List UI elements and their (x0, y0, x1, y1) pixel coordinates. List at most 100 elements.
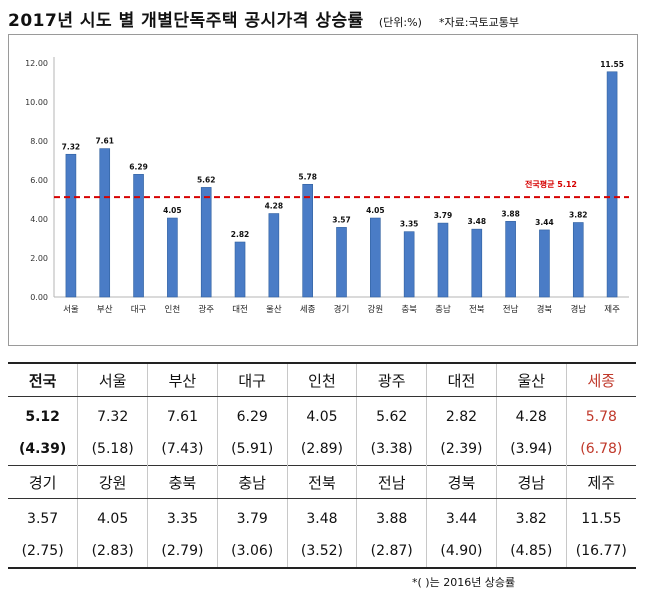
table-cell: (4.90) (426, 535, 497, 569)
x-tick-label: 광주 (198, 304, 214, 315)
table-cell: 서울 (77, 362, 148, 397)
bar-value-label: 3.88 (501, 209, 520, 218)
table-cell: (3.94) (495, 433, 567, 466)
bar-value-label: 4.28 (265, 202, 284, 211)
bar (606, 71, 618, 298)
bar (200, 187, 212, 298)
bar-value-label: 4.05 (163, 206, 182, 215)
table-cell: 세종 (565, 362, 636, 397)
unit-label: (단위:%) (378, 16, 422, 29)
table-cell: 5.12 (25, 409, 60, 425)
table-cell: 전국 (8, 362, 78, 397)
table-cell: 7.61 (147, 396, 218, 433)
table-cell: (16.77) (565, 535, 636, 569)
table-cell: 부산 (147, 362, 218, 397)
table-cell: 대구 (216, 362, 288, 397)
table-cell: 광주 (356, 362, 427, 397)
chart-panel: 0.00 2.00 4.00 6.00 8.00 10.00 12.00 7.32 서울 7.61… (8, 34, 638, 346)
bar-value-label: 7.61 (95, 137, 114, 146)
table-cell: 3.79 (216, 498, 288, 535)
x-tick-label: 대구 (131, 305, 147, 315)
table-cell: 4.05 (286, 396, 357, 433)
bar (302, 183, 313, 298)
table-cell: 울산 (495, 362, 567, 397)
x-tick-label: 제주 (604, 305, 620, 315)
bar-value-label: 3.48 (468, 217, 487, 226)
table-cell: 11.55 (565, 498, 636, 535)
x-tick-label: 서울 (63, 305, 79, 315)
table-row: (4.39) (5.18) (7.43) (5.91) (2.89) (3.38) (2.3… (8, 433, 636, 466)
x-tick-label: 충남 (435, 305, 451, 315)
table-row: 전국 서울 부산 대구 인천 광주 대전 울산 세종 (8, 362, 636, 397)
table-cell: 3.35 (147, 498, 218, 535)
table-cell: 충북 (147, 465, 218, 499)
bar-value-label: 3.82 (569, 211, 588, 220)
bar (65, 153, 77, 298)
y-tick-label: 4.00 (30, 215, 48, 224)
bar-value-label: 3.44 (535, 218, 554, 227)
table-cell: 경북 (426, 465, 497, 499)
bar (539, 229, 550, 298)
bar-value-label: 4.05 (366, 206, 385, 215)
table-cell: (5.91) (216, 433, 288, 466)
x-tick-label: 울산 (266, 304, 282, 315)
table-cell: 5.62 (356, 396, 427, 433)
table-row: 3.57 4.05 3.35 3.79 3.48 3.88 3.44 3.82 11.55 (8, 498, 636, 535)
x-tick-label: 경기 (334, 304, 350, 315)
average-line-label: 전국평균 5.12 (525, 179, 577, 189)
x-tick-label: 인천 (165, 304, 181, 315)
table-cell: (2.89) (286, 433, 357, 466)
table-row: 경기 강원 충북 충남 전북 전남 경북 경남 제주 (8, 465, 636, 499)
table-cell: 인천 (286, 362, 357, 397)
y-tick-label: 6.00 (30, 176, 48, 185)
bar (336, 227, 347, 298)
table-cell: 경기 (8, 465, 78, 499)
table-cell: (2.83) (77, 535, 148, 569)
table-cell: 강원 (77, 465, 148, 499)
table-cell: 4.28 (495, 396, 567, 433)
bar-value-label: 5.78 (298, 172, 317, 181)
title-row: 2017년 시도 별 개별단독주택 공시가격 상승률 (단위:%) *자료:국토… (8, 6, 640, 32)
bar (572, 222, 584, 298)
bar-value-label: 3.79 (434, 211, 453, 220)
table-cell: 5.78 (565, 396, 636, 433)
bar (370, 217, 381, 298)
table-cell: 3.44 (426, 498, 497, 535)
table-cell: 3.57 (27, 511, 59, 527)
bar (133, 174, 144, 298)
bar-value-label: 7.32 (62, 142, 81, 151)
table-cell: 3.48 (286, 498, 357, 535)
table-cell: 전북 (286, 465, 357, 499)
bar-value-label: 3.35 (400, 220, 419, 229)
x-tick-label: 경북 (537, 304, 553, 315)
table-cell: 3.82 (495, 498, 567, 535)
bar-value-label: 2.82 (231, 230, 250, 239)
bar-value-label: 11.55 (600, 60, 624, 69)
x-tick-label: 경남 (570, 304, 586, 315)
bar-chart: 0.00 2.00 4.00 6.00 8.00 10.00 12.00 7.32 서울 7.61… (25, 57, 629, 315)
table-cell: (3.06) (216, 535, 288, 569)
y-tick-label: 2.00 (30, 254, 48, 263)
table-cell: (2.87) (356, 535, 427, 569)
x-tick-label: 부산 (97, 304, 113, 315)
bar (471, 228, 483, 298)
table-cell: (7.43) (147, 433, 218, 466)
table-cell: 3.88 (356, 498, 427, 535)
page-title: 2017년 시도 별 개별단독주택 공시가격 상승률 (8, 11, 364, 31)
table-cell: (6.78) (565, 433, 636, 466)
bar-value-label: 6.29 (129, 162, 148, 171)
y-tick-label: 8.00 (30, 137, 48, 146)
table-cell: 7.32 (77, 396, 148, 433)
table-cell: (2.75) (8, 535, 78, 569)
x-tick-label: 강원 (368, 304, 384, 315)
table-cell: 제주 (565, 465, 636, 499)
bar (505, 221, 516, 298)
table-cell: (4.39) (18, 441, 67, 457)
footnote: *( )는 2016년 상승률 (412, 576, 516, 589)
x-tick-label: 세종 (300, 305, 316, 315)
x-tick-label: 대전 (232, 304, 248, 315)
table-cell: 2.82 (426, 396, 497, 433)
source-label: *자료:국토교통부 (438, 16, 520, 29)
bar (99, 148, 111, 298)
table-cell: 4.05 (77, 498, 148, 535)
